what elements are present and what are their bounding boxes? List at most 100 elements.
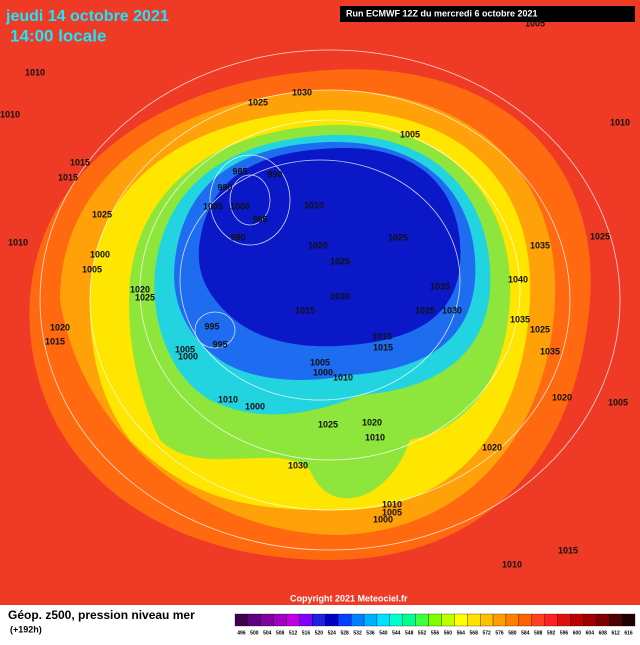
colorbar-swatch	[518, 613, 532, 627]
isobar-label: 1035	[540, 346, 560, 356]
colorbar-swatch	[492, 613, 507, 627]
colorbar-swatch	[467, 613, 481, 627]
colorbar-label: 520	[315, 630, 324, 636]
isobar-label: 1040	[508, 274, 528, 284]
colorbar-swatch	[454, 613, 468, 627]
colorbar-label: 612	[611, 630, 620, 636]
isobar-label: 1030	[292, 87, 312, 97]
run-info: Run ECMWF 12Z du mercredi 6 octobre 2021	[346, 8, 538, 18]
colorbar-swatch	[441, 613, 455, 627]
isobar-label: 1005	[400, 129, 420, 139]
isobar-label: 1010	[304, 200, 324, 210]
isobar-label: 1010	[0, 109, 20, 119]
isobar-label: 1010	[218, 394, 238, 404]
run-box	[340, 6, 635, 22]
colorbar-label: 616	[624, 630, 633, 636]
colorbar-swatch	[286, 613, 300, 627]
isobar-label: 1025	[318, 419, 338, 429]
isobar-label: 1005	[382, 507, 402, 517]
colorbar-swatch	[415, 613, 429, 627]
isobar-label: 1025	[590, 231, 610, 241]
colorbar-swatch	[621, 613, 636, 627]
isobar-label: 1005	[175, 344, 195, 354]
colorbar-swatch	[428, 613, 442, 627]
colorbar-label: 504	[263, 630, 272, 636]
isobar-label: 1015	[373, 342, 393, 352]
isobar-label: 1025	[388, 232, 408, 242]
colorbar-label: 508	[276, 630, 285, 636]
isobar-label: 1025	[415, 305, 435, 315]
colorbar-label: 580	[508, 630, 517, 636]
isobar-label: 1030	[442, 305, 462, 315]
isobar-label: 1010	[365, 432, 385, 442]
isobar-label: 1035	[510, 314, 530, 324]
colorbar-swatch	[363, 613, 378, 627]
colorbar-label: 496	[237, 630, 246, 636]
colorbar-swatch	[609, 613, 623, 627]
isobar-label: 1000	[373, 514, 393, 524]
colorbar-swatch	[531, 613, 545, 627]
colorbar-label: 540	[379, 630, 388, 636]
isobar-label: 1015	[45, 336, 65, 346]
isobar-label: 1025	[248, 97, 268, 107]
isobar-label: 1010	[25, 67, 45, 77]
footer-title: Géop. z500, pression niveau mer	[8, 608, 195, 622]
colorbar-label: 584	[521, 630, 530, 636]
colorbar-label: 516	[302, 630, 311, 636]
colorbar-swatch	[570, 613, 584, 627]
colorbar-label: 564	[457, 630, 466, 636]
isobar-label: 1025	[92, 209, 112, 219]
isobar-label: 1005	[525, 18, 545, 28]
colorbar-label: 500	[250, 630, 259, 636]
isobar-label: 1005	[310, 357, 330, 367]
isobar-label: 1015	[558, 545, 578, 555]
isobar-label: 1010	[333, 372, 353, 382]
isolines	[39, 49, 621, 551]
colorbar-swatch	[583, 613, 597, 627]
isobar-label: 990	[217, 182, 232, 192]
isobar-label: 990	[267, 169, 282, 179]
colorbar-swatch	[389, 613, 403, 627]
isobar-label: 995	[204, 321, 219, 331]
isobar-label: 1020	[552, 392, 572, 402]
isobar-label: 1025	[330, 256, 350, 266]
isobar-label: 1020	[362, 417, 382, 427]
isobar-label: 1000	[313, 367, 333, 377]
colorbar-swatch	[557, 613, 571, 627]
colorbar-swatch	[596, 613, 610, 627]
colorbar-label: 604	[586, 630, 595, 636]
colorbar-label: 544	[392, 630, 401, 636]
isobar-label: 995	[252, 214, 267, 224]
colorbar-swatch	[505, 613, 520, 627]
colorbar-label: 596	[560, 630, 569, 636]
colorbar-label: 592	[547, 630, 556, 636]
colorbar-label: 568	[470, 630, 479, 636]
isobar-label: 1030	[330, 291, 350, 301]
colorbar-swatch	[299, 613, 313, 627]
colorbar-swatch	[273, 613, 287, 627]
isobar-label: 1005	[608, 397, 628, 407]
colorbar-label: 608	[599, 630, 608, 636]
isobar-label: 1015	[295, 305, 315, 315]
isobar-label: 1010	[502, 559, 522, 569]
colorbar-swatch	[544, 613, 558, 627]
isobar-label: 1000	[178, 351, 198, 361]
isobar-label: 1005	[203, 201, 223, 211]
isobar-label: 1000	[230, 201, 250, 211]
isobar-label: 1015	[58, 172, 78, 182]
colorbar-label: 576	[495, 630, 504, 636]
colorbar-label: 572	[482, 630, 491, 636]
isobar-label: 995	[212, 339, 227, 349]
isobar-label: 1035	[530, 240, 550, 250]
isobar-label: 1010	[8, 237, 28, 247]
colorbar: 496 500 504 508 512 516 520 524 528 532 536 540 544 5…	[234, 613, 636, 636]
isobar-label: 990	[230, 232, 245, 242]
isobar-label: 1015	[372, 331, 392, 341]
colorbar-swatch	[234, 613, 249, 627]
isobar-label: 1000	[90, 249, 110, 259]
band-darkblue	[198, 147, 461, 347]
colorbar-swatch	[376, 613, 390, 627]
colorbar-swatch	[260, 613, 274, 627]
isobar-label: 1020	[308, 240, 328, 250]
